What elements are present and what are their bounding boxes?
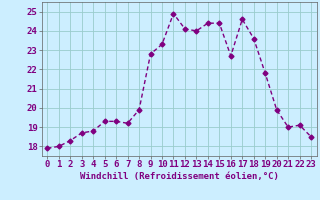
X-axis label: Windchill (Refroidissement éolien,°C): Windchill (Refroidissement éolien,°C) bbox=[80, 172, 279, 181]
